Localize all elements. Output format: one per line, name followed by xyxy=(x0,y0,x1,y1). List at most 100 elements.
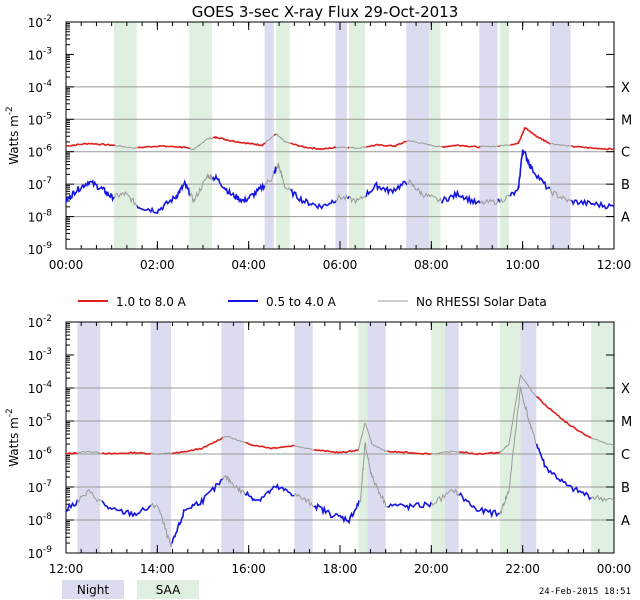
bottom-ytick-label: 10-2 xyxy=(28,314,52,330)
bottom-ytick-label: 10-9 xyxy=(28,545,53,561)
bottom-xtick-label: 12:00 xyxy=(49,562,84,576)
bottom-class-label-m: M xyxy=(621,415,632,430)
top-class-label-m: M xyxy=(621,113,632,128)
bottom-ytick-label: 10-3 xyxy=(28,347,52,363)
top-class-label-c: C xyxy=(621,146,630,161)
top-series-blue-line xyxy=(499,194,511,203)
top-series-blue-line xyxy=(406,178,443,204)
top-series-blue-line xyxy=(509,149,551,197)
top-series-blue-line xyxy=(273,165,278,174)
legend-red-label: 1.0 to 8.0 A xyxy=(116,295,187,309)
bottom-ytick-label: 10-4 xyxy=(28,380,53,396)
bottom-series-red-line xyxy=(536,395,592,439)
top-class-label-x: X xyxy=(621,81,630,96)
top-ytick-label: 10-3 xyxy=(28,46,52,62)
top-xtick-label: 08:00 xyxy=(414,258,449,272)
bottom-series-red-line xyxy=(499,374,537,453)
top-series-blue-line xyxy=(136,179,191,215)
bottom-night-band xyxy=(367,322,386,553)
bottom-series-red-line xyxy=(66,451,78,455)
bottom-xtick-label: 14:00 xyxy=(140,562,175,576)
bottom-xtick-label: 22:00 xyxy=(505,562,540,576)
top-series-red-line xyxy=(137,144,191,150)
night-legend-swatch xyxy=(62,580,124,599)
saa-legend-label: SAA xyxy=(156,583,181,597)
bottom-series-blue-line xyxy=(387,501,433,512)
top-saa-band xyxy=(429,22,441,249)
bottom-series-blue-line xyxy=(77,489,103,503)
top-series-blue-line xyxy=(348,195,367,205)
bottom-series-blue-line xyxy=(590,494,615,503)
bottom-saa-band xyxy=(358,322,368,553)
bottom-series-blue-line xyxy=(65,499,79,513)
top-series-blue-line xyxy=(347,195,350,200)
top-series-red-line xyxy=(189,137,214,151)
bottom-night-band xyxy=(77,322,101,553)
saa-legend-swatch xyxy=(137,580,199,599)
top-series-red-line xyxy=(406,139,442,148)
bottom-saa-band xyxy=(591,322,614,553)
top-ylabel: Watts m-2 xyxy=(5,106,21,165)
bottom-series-blue-line xyxy=(499,386,537,515)
bottom-night-band xyxy=(221,322,245,553)
top-series-blue-line xyxy=(290,188,337,210)
bottom-series-blue-line xyxy=(293,492,315,508)
bottom-series-blue-line xyxy=(222,474,246,495)
bottom-class-label-b: B xyxy=(621,481,630,496)
top-series-blue-line xyxy=(212,172,266,204)
top-series-red-line xyxy=(348,146,367,149)
bottom-series-red-line xyxy=(222,435,246,443)
bottom-series-blue-line xyxy=(171,478,224,544)
bottom-ytick-label: 10-5 xyxy=(28,413,52,429)
top-night-band xyxy=(479,22,498,249)
top-series-blue-line xyxy=(549,188,572,204)
top-series-blue-line xyxy=(479,198,499,206)
top-series-blue-line xyxy=(335,193,349,202)
top-class-label-b: B xyxy=(621,178,630,193)
bottom-xtick-label: 00:00 xyxy=(597,562,632,576)
top-series-red-line xyxy=(212,135,266,147)
top-xtick-label: 12:00 xyxy=(597,258,632,272)
bottom-series-red-line xyxy=(172,437,224,455)
top-series-blue-line xyxy=(365,180,408,197)
top-series-blue-line xyxy=(188,172,214,203)
top-series-red-line xyxy=(65,142,115,147)
top-xtick-label: 00:00 xyxy=(49,258,84,272)
top-ytick-label: 10-6 xyxy=(28,144,53,160)
top-series-red-line xyxy=(335,146,348,149)
top-ytick-label: 10-2 xyxy=(28,14,52,30)
top-night-band xyxy=(550,22,571,249)
top-xtick-label: 06:00 xyxy=(323,258,358,272)
top-xtick-label: 02:00 xyxy=(140,258,175,272)
bottom-series-blue-line xyxy=(150,502,173,549)
bottom-ytick-label: 10-6 xyxy=(28,446,53,462)
bottom-panel: 10-9 10-8 10-7 10-6 10-5 10-4 10-3 10-2 A B C M X 12:… xyxy=(5,314,632,576)
top-ytick-label: 10-8 xyxy=(28,209,53,225)
bottom-night-band xyxy=(150,322,172,553)
bottom-series-red-line xyxy=(313,448,359,454)
top-night-band xyxy=(406,22,430,249)
top-series-red-line xyxy=(273,133,277,136)
bottom-series-red-line xyxy=(590,437,615,447)
bottom-class-label-x: X xyxy=(621,382,630,397)
top-xtick-label: 04:00 xyxy=(231,258,266,272)
top-class-label-a: A xyxy=(621,211,630,226)
bottom-saa-band xyxy=(431,322,446,553)
top-series-red-line xyxy=(366,140,407,148)
top-ytick-label: 10-4 xyxy=(28,79,53,95)
bottom-series-red-line xyxy=(77,450,102,454)
legend-blue-label: 0.5 to 4.0 A xyxy=(266,295,337,309)
bottom-class-label-c: C xyxy=(621,448,630,463)
bottom-xtick-label: 18:00 xyxy=(323,562,358,576)
interval-legend: Night SAA xyxy=(62,580,199,599)
top-series-red-line xyxy=(276,133,291,144)
top-series-red-line xyxy=(114,144,139,150)
top-series-blue-line xyxy=(264,171,275,186)
top-saa-band xyxy=(499,22,509,249)
bottom-series-red-line xyxy=(387,450,432,456)
top-night-band xyxy=(335,22,347,249)
bottom-series-blue-line xyxy=(458,491,500,519)
bottom-ytick-label: 10-7 xyxy=(28,479,52,495)
top-series-red-line xyxy=(549,142,572,148)
top-series-red-line xyxy=(480,145,499,148)
